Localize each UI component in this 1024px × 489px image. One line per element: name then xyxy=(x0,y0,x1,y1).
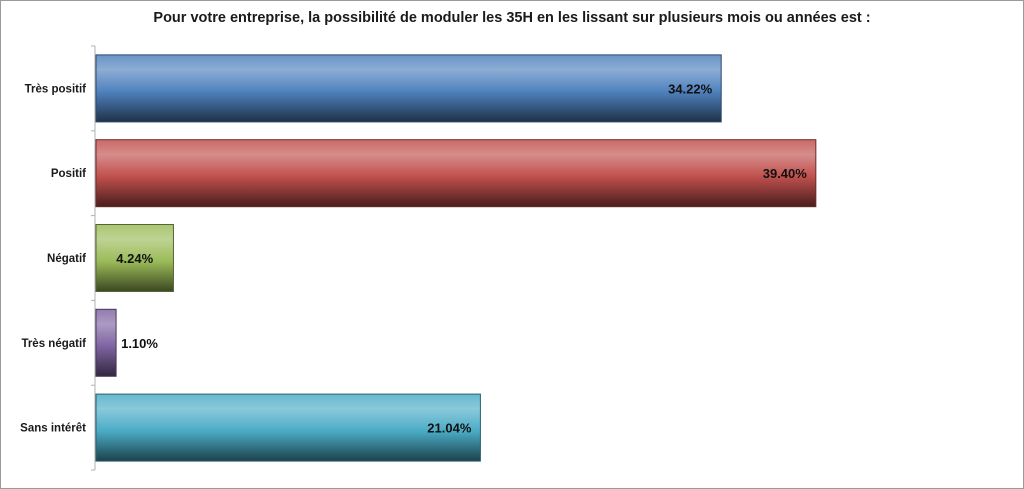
category-label: Très négatif xyxy=(21,338,86,350)
value-label: 39.40% xyxy=(763,166,808,181)
value-label: 34.22% xyxy=(668,81,713,96)
bar-tres-positif xyxy=(95,54,722,123)
category-label: Très positif xyxy=(25,83,87,95)
chart-title: Pour votre entreprise, la possibilité de… xyxy=(153,10,871,26)
value-label: 1.10% xyxy=(121,336,158,351)
value-label: 21.04% xyxy=(427,421,472,436)
bar-sans-interet xyxy=(95,393,481,462)
category-label: Positif xyxy=(51,168,86,180)
bar-tres-negatif xyxy=(95,308,117,377)
category-label: Négatif xyxy=(47,253,86,265)
category-label: Sans intérêt xyxy=(20,423,86,435)
bar-positif xyxy=(95,139,817,208)
bar-negatif xyxy=(95,224,174,292)
value-label: 4.24% xyxy=(116,251,153,266)
